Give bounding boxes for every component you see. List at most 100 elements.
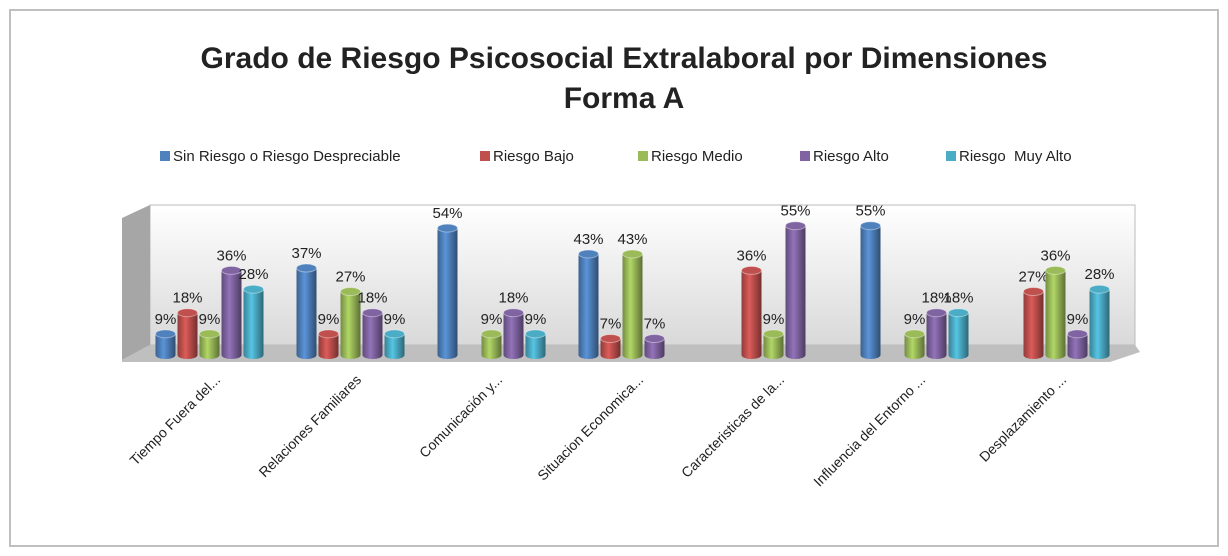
bar xyxy=(904,329,925,359)
bar xyxy=(503,308,524,359)
data-label: 55% xyxy=(780,203,810,220)
legend-swatch xyxy=(946,151,956,161)
bar-body xyxy=(860,225,881,355)
bar xyxy=(763,329,784,359)
legend-swatch xyxy=(480,151,490,161)
data-label: 9% xyxy=(199,311,221,328)
bar xyxy=(1067,329,1088,359)
bar xyxy=(318,329,339,359)
data-label: 37% xyxy=(291,245,321,262)
bar-top xyxy=(904,329,925,339)
bar-top xyxy=(296,263,317,273)
bar-body xyxy=(948,312,969,355)
bar-body xyxy=(318,333,339,355)
legend-label: Sin Riesgo o Riesgo Despreciable xyxy=(173,148,401,165)
bar xyxy=(741,265,762,359)
bar-top xyxy=(481,329,502,339)
bar-body xyxy=(1089,289,1110,355)
data-label: 43% xyxy=(617,231,647,248)
legend-label: Riesgo Muy Alto xyxy=(959,148,1072,165)
data-label: 9% xyxy=(1067,311,1089,328)
bar-body xyxy=(741,270,762,355)
data-label: 43% xyxy=(573,231,603,248)
bar-top xyxy=(1067,329,1088,339)
bar-body xyxy=(578,253,599,355)
bar-top xyxy=(926,308,947,318)
bar-top xyxy=(155,329,176,339)
bar-top xyxy=(503,308,524,318)
bar xyxy=(926,308,947,359)
bar xyxy=(600,334,621,359)
bar-body xyxy=(155,333,176,355)
bar-top xyxy=(199,329,220,339)
data-label: 28% xyxy=(1084,266,1114,283)
bar-body xyxy=(340,291,361,355)
bar xyxy=(340,287,361,359)
bar-body xyxy=(362,312,383,355)
bar-body xyxy=(926,312,947,355)
bar-top xyxy=(1045,265,1066,275)
bar xyxy=(1089,284,1110,359)
bar xyxy=(221,265,242,359)
bar xyxy=(578,249,599,359)
bar-body xyxy=(1067,333,1088,355)
bar xyxy=(785,221,806,359)
chart-title: Grado de Riesgo Psicosocial Extralaboral… xyxy=(201,42,1048,75)
data-label: 18% xyxy=(172,290,202,307)
bar-top xyxy=(948,308,969,318)
bar-body xyxy=(199,333,220,355)
chart-subtitle: Forma A xyxy=(564,82,685,115)
legend-label: Riesgo Alto xyxy=(813,148,889,165)
bar-top xyxy=(644,334,665,344)
bar xyxy=(860,221,881,359)
bar-top xyxy=(362,308,383,318)
bar-body xyxy=(644,338,665,355)
bar-top xyxy=(243,284,264,294)
bar-top xyxy=(785,221,806,231)
bar xyxy=(525,329,546,359)
bar-top xyxy=(384,329,405,339)
data-label: 27% xyxy=(335,269,365,286)
data-label: 36% xyxy=(1040,247,1070,264)
data-label: 9% xyxy=(904,311,926,328)
bar-body xyxy=(904,333,925,355)
bar xyxy=(199,329,220,359)
legend-label: Riesgo Medio xyxy=(651,148,743,165)
bar xyxy=(177,308,198,359)
legend-swatch xyxy=(638,151,648,161)
bar-top xyxy=(318,329,339,339)
data-label: 18% xyxy=(943,290,973,307)
bar-top xyxy=(525,329,546,339)
bar-top xyxy=(1089,284,1110,294)
legend-swatch xyxy=(160,151,170,161)
data-label: 18% xyxy=(921,290,951,307)
data-label: 55% xyxy=(855,203,885,220)
bar xyxy=(1045,265,1066,359)
data-label: 36% xyxy=(736,247,766,264)
bar-body xyxy=(481,333,502,355)
data-label: 18% xyxy=(357,290,387,307)
bar-top xyxy=(600,334,621,344)
data-label: 9% xyxy=(384,311,406,328)
legend-label: Riesgo Bajo xyxy=(493,148,574,165)
bar-body xyxy=(177,312,198,355)
bar-top xyxy=(741,265,762,275)
bar-body xyxy=(622,253,643,355)
bar-body xyxy=(384,333,405,355)
bar-body xyxy=(221,270,242,355)
bar xyxy=(948,308,969,359)
bar-body xyxy=(763,333,784,355)
bar-top xyxy=(221,265,242,275)
legend-swatch xyxy=(800,151,810,161)
data-label: 9% xyxy=(318,311,340,328)
bar-body xyxy=(525,333,546,355)
data-label: 27% xyxy=(1018,269,1048,286)
bar-top xyxy=(622,249,643,259)
bar-top xyxy=(1023,287,1044,297)
bar xyxy=(243,284,264,359)
data-label: 9% xyxy=(525,311,547,328)
bar-top xyxy=(578,249,599,259)
bar xyxy=(155,329,176,359)
bar-body xyxy=(785,225,806,355)
bar-body xyxy=(296,268,317,355)
